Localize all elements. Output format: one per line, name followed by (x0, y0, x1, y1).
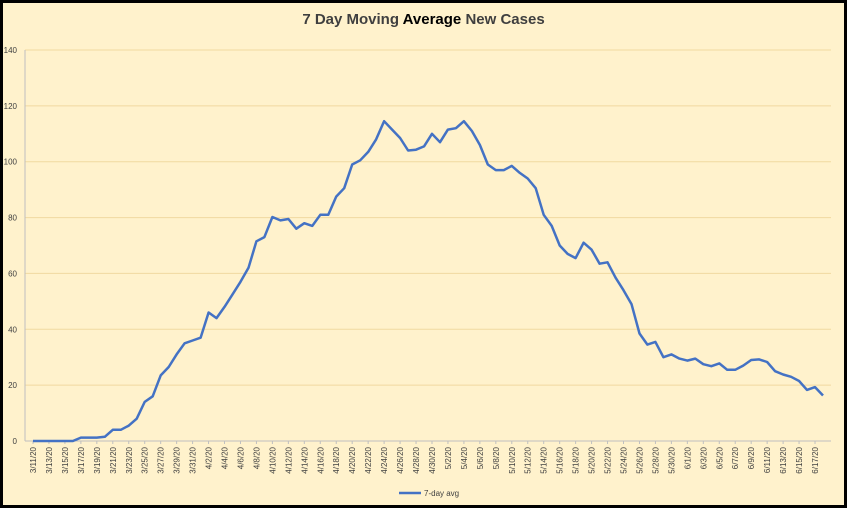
x-tick-label: 4/2/20 (205, 446, 214, 469)
x-tick-label: 3/29/20 (173, 446, 182, 473)
x-tick-label: 5/4/20 (460, 446, 469, 469)
x-tick-label: 3/13/20 (45, 446, 54, 473)
x-tick-label: 3/25/20 (141, 446, 150, 473)
x-tick-label: 5/28/20 (651, 446, 660, 473)
x-tick-label: 4/20/20 (348, 446, 357, 473)
x-tick-label: 5/10/20 (508, 446, 517, 473)
x-tick-label: 4/16/20 (316, 446, 325, 473)
x-tick-label: 5/6/20 (476, 446, 485, 469)
x-tick-label: 6/9/20 (747, 446, 756, 469)
legend-label: 7-day avg (424, 489, 459, 498)
chart-title-part-3: New Cases (461, 11, 545, 28)
x-tick-label: 3/11/20 (29, 446, 38, 473)
x-tick-label: 6/3/20 (699, 446, 708, 469)
y-tick-label: 60 (8, 269, 17, 278)
chart-title-part-1: 7 Day Moving (302, 11, 403, 28)
x-tick-label: 6/13/20 (779, 446, 788, 473)
x-tick-label: 5/20/20 (588, 446, 597, 473)
x-tick-label: 5/16/20 (556, 446, 565, 473)
x-tick-label: 5/2/20 (444, 446, 453, 469)
x-tick-label: 4/12/20 (284, 446, 293, 473)
x-tick-label: 6/5/20 (715, 446, 724, 469)
x-tick-label: 3/31/20 (189, 446, 198, 473)
x-tick-label: 3/27/20 (157, 446, 166, 473)
x-tick-label: 6/17/20 (811, 446, 820, 473)
x-tick-label: 4/30/20 (428, 446, 437, 473)
y-tick-label: 100 (4, 158, 18, 167)
x-tick-label: 5/22/20 (604, 446, 613, 473)
chart-title-part-2: Average (402, 11, 462, 28)
x-tick-label: 4/24/20 (380, 446, 389, 473)
y-tick-label: 140 (4, 46, 18, 55)
x-tick-label: 4/26/20 (396, 446, 405, 473)
x-tick-label: 4/6/20 (236, 446, 245, 469)
x-tick-label: 6/11/20 (763, 446, 772, 473)
x-tick-label: 3/19/20 (93, 446, 102, 473)
x-tick-label: 4/4/20 (221, 446, 230, 469)
x-tick-label: 5/30/20 (667, 446, 676, 473)
x-tick-label: 3/23/20 (125, 446, 134, 473)
x-tick-label: 4/14/20 (300, 446, 309, 473)
x-tick-label: 5/8/20 (492, 446, 501, 469)
x-tick-label: 3/21/20 (109, 446, 118, 473)
x-tick-label: 4/22/20 (364, 446, 373, 473)
x-tick-label: 5/26/20 (635, 446, 644, 473)
x-tick-label: 4/8/20 (252, 446, 261, 469)
x-tick-label: 6/1/20 (683, 446, 692, 469)
x-tick-label: 5/14/20 (540, 446, 549, 473)
x-tick-label: 5/12/20 (524, 446, 533, 473)
x-tick-label: 4/18/20 (332, 446, 341, 473)
chart-title: 7 Day Moving Average New Cases (3, 11, 844, 28)
x-tick-label: 5/18/20 (572, 446, 581, 473)
x-tick-label: 3/15/20 (61, 446, 70, 473)
x-tick-label: 4/10/20 (268, 446, 277, 473)
series-line-7-day-avg (33, 119, 824, 443)
y-tick-label: 120 (4, 102, 18, 111)
x-tick-label: 5/24/20 (620, 446, 629, 473)
x-tick-label: 6/15/20 (795, 446, 804, 473)
y-tick-label: 0 (13, 437, 18, 446)
y-tick-label: 20 (8, 381, 17, 390)
x-tick-label: 3/17/20 (77, 446, 86, 473)
x-tick-label: 4/28/20 (412, 446, 421, 473)
y-tick-label: 40 (8, 325, 17, 334)
x-tick-label: 6/7/20 (731, 446, 740, 469)
line-chart: 0 20 40 60 80 100 120 140 3/11/20 3/13/20 3/15/20 3… (4, 46, 831, 498)
y-tick-label: 80 (8, 214, 17, 223)
